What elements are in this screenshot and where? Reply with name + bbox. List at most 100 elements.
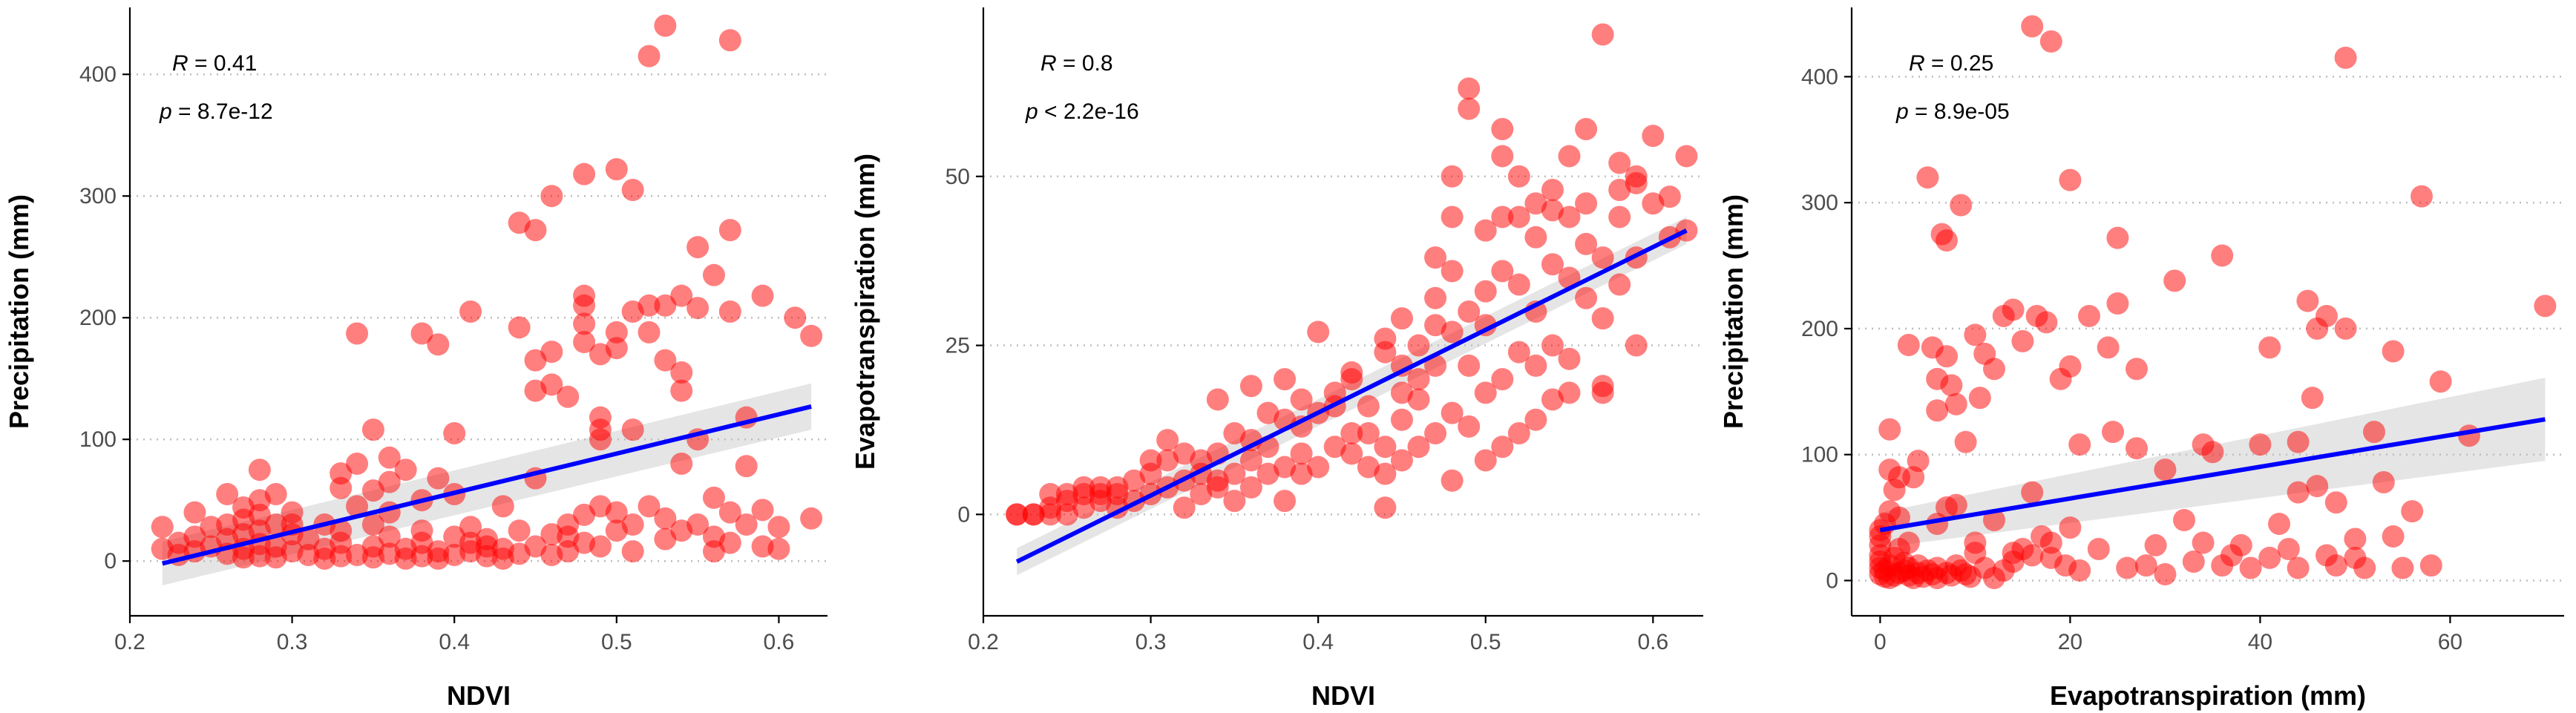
- data-point: [1390, 408, 1413, 431]
- data-point: [1441, 165, 1464, 188]
- data-point: [2173, 508, 2195, 531]
- data-point: [216, 483, 239, 505]
- data-point: [2021, 481, 2044, 504]
- data-point: [718, 219, 741, 242]
- data-point: [654, 294, 677, 317]
- data-point: [1491, 118, 1514, 140]
- y-tick-label: 100: [79, 427, 117, 452]
- data-point: [1507, 341, 1530, 364]
- data-point: [573, 294, 596, 317]
- data-point: [1675, 145, 1698, 168]
- data-point: [2163, 269, 2186, 292]
- data-point: [2059, 355, 2082, 378]
- data-point: [2324, 491, 2347, 514]
- data-point: [443, 422, 466, 444]
- point-group: [1869, 15, 2557, 590]
- x-tick-label: 40: [2248, 630, 2272, 654]
- x-tick-label: 0.5: [1470, 630, 1501, 654]
- data-point: [2429, 370, 2452, 393]
- data-point: [767, 516, 790, 539]
- data-point: [1441, 321, 1464, 344]
- y-tick-label: 0: [1826, 568, 1838, 593]
- data-point: [1441, 260, 1464, 283]
- data-point: [1173, 442, 1196, 465]
- data-point: [1374, 462, 1397, 485]
- data-point: [2296, 289, 2319, 312]
- regression-line: [1879, 417, 2546, 533]
- data-point: [1390, 381, 1413, 404]
- data-point: [2258, 336, 2281, 359]
- data-point: [702, 263, 725, 286]
- data-point: [1323, 436, 1346, 459]
- y-tick-label: 200: [79, 306, 117, 330]
- data-point: [1374, 436, 1397, 459]
- data-point: [2211, 244, 2234, 267]
- data-point: [2334, 317, 2357, 340]
- data-point: [654, 14, 677, 37]
- data-point: [573, 312, 596, 335]
- data-point: [800, 507, 823, 530]
- data-point: [1156, 429, 1179, 452]
- data-point: [361, 513, 384, 536]
- data-point: [1642, 125, 1665, 148]
- data-point: [589, 535, 612, 558]
- data-point: [1072, 476, 1095, 499]
- data-point: [361, 418, 384, 441]
- data-point: [1239, 449, 1262, 472]
- data-point: [767, 537, 790, 560]
- data-point: [2059, 516, 2082, 539]
- data-point: [1340, 442, 1363, 465]
- data-point: [2002, 298, 2025, 321]
- data-point: [1458, 354, 1481, 377]
- data-point: [2087, 538, 2110, 561]
- data-point: [508, 519, 531, 542]
- data-point: [638, 45, 661, 68]
- data-point: [1441, 401, 1464, 424]
- data-point: [1625, 334, 1648, 357]
- data-point: [1591, 307, 1614, 330]
- data-point: [1658, 185, 1681, 208]
- data-point: [1491, 206, 1514, 229]
- data-point: [459, 516, 482, 539]
- regression-line: [162, 404, 812, 566]
- correlation-r-label: R = 0.8: [1040, 51, 1113, 76]
- data-point: [735, 455, 758, 478]
- data-point: [508, 316, 531, 339]
- data-point: [654, 507, 677, 530]
- data-point: [346, 322, 369, 345]
- data-point: [638, 294, 661, 317]
- data-point: [394, 459, 417, 482]
- data-point: [1256, 401, 1279, 424]
- point-group: [1006, 23, 1698, 526]
- data-point: [1340, 361, 1363, 384]
- x-tick-label: 0.3: [1135, 630, 1167, 654]
- data-point: [2126, 437, 2148, 460]
- data-point: [1642, 192, 1665, 215]
- data-point: [2287, 481, 2310, 504]
- data-point: [297, 528, 320, 551]
- data-point: [1575, 192, 1598, 215]
- data-point: [1206, 469, 1229, 492]
- data-point: [1239, 375, 1262, 398]
- data-point: [1357, 395, 1380, 418]
- data-point: [1936, 229, 1958, 252]
- x-tick-label: 0.3: [277, 630, 308, 654]
- data-point: [735, 513, 758, 536]
- data-point: [1190, 483, 1213, 505]
- data-point: [2134, 554, 2157, 577]
- data-point: [751, 499, 774, 522]
- data-point: [1458, 415, 1481, 438]
- data-point: [1936, 496, 1958, 519]
- data-point: [2154, 562, 2177, 585]
- data-point: [1424, 422, 1447, 444]
- data-point: [621, 179, 644, 201]
- data-point: [2239, 556, 2262, 579]
- data-point: [2391, 556, 2414, 579]
- data-point: [2382, 525, 2405, 548]
- data-point: [1458, 77, 1481, 100]
- data-point: [1357, 456, 1380, 479]
- data-point: [378, 525, 401, 548]
- data-point: [1916, 166, 1939, 189]
- y-tick-label: 100: [1801, 443, 1838, 467]
- data-point: [1407, 436, 1430, 459]
